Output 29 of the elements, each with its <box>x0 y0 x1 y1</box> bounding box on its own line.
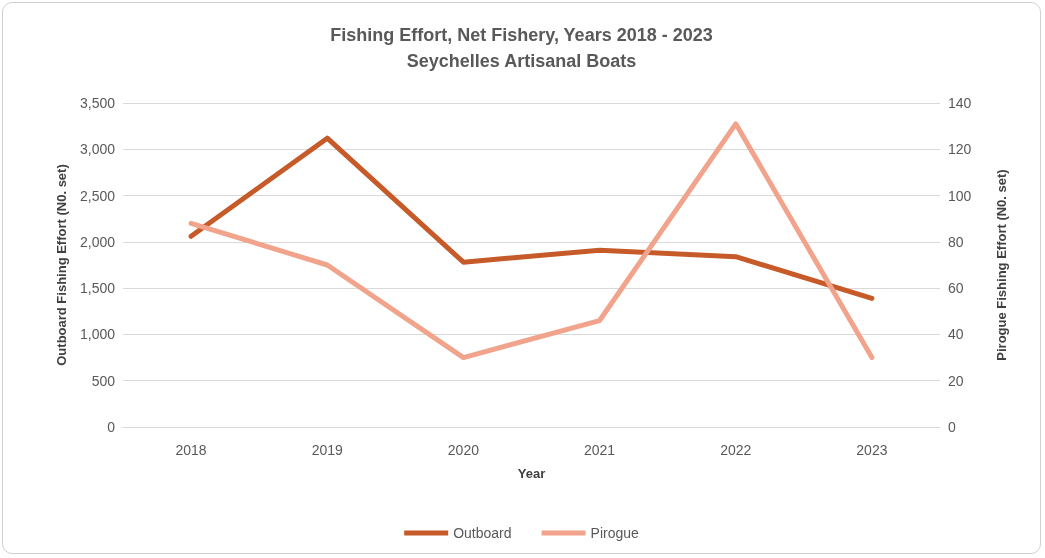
y-tick-label: 3,000 <box>79 141 116 158</box>
y2-tick-label: 40 <box>948 326 964 343</box>
legend-label: Pirogue <box>590 525 640 541</box>
chart-subtitle: Seychelles Artisanal Boats <box>406 51 637 71</box>
y-tick-label: 3,500 <box>79 95 116 111</box>
y-tick-label: 500 <box>91 372 116 389</box>
y-tick-label: 1,000 <box>79 326 116 343</box>
x-tick-label: 2019 <box>311 442 344 458</box>
chart-title: Fishing Effort, Net Fishery, Years 2018 - 2023 <box>330 25 713 45</box>
y2-tick-label: 140 <box>948 95 972 111</box>
y2-axis-title: Pirogue Fishing Effort (N0. set) <box>994 169 1009 361</box>
y2-tick-label: 80 <box>948 233 964 250</box>
y-tick-label: 0 <box>107 419 116 435</box>
x-tick-label: 2022 <box>720 442 752 458</box>
y-tick-label: 2,000 <box>79 233 116 250</box>
y-tick-label: 2,500 <box>79 187 116 204</box>
x-tick-label: 2020 <box>447 442 480 458</box>
x-axis-title: Year <box>517 466 546 481</box>
y-tick-label: 1,500 <box>79 280 116 297</box>
x-tick-label: 2023 <box>856 442 888 458</box>
y-axis-title: Outboard Fishing Effort (N0. set) <box>54 164 69 366</box>
y2-tick-label: 20 <box>948 372 964 389</box>
y2-tick-label: 60 <box>948 280 964 297</box>
y2-tick-label: 120 <box>948 141 972 158</box>
y2-tick-label: 0 <box>948 419 956 435</box>
x-tick-label: 2018 <box>175 442 207 458</box>
legend-label: Outboard <box>453 525 512 541</box>
y2-tick-label: 100 <box>948 187 972 204</box>
x-tick-label: 2021 <box>584 442 616 458</box>
